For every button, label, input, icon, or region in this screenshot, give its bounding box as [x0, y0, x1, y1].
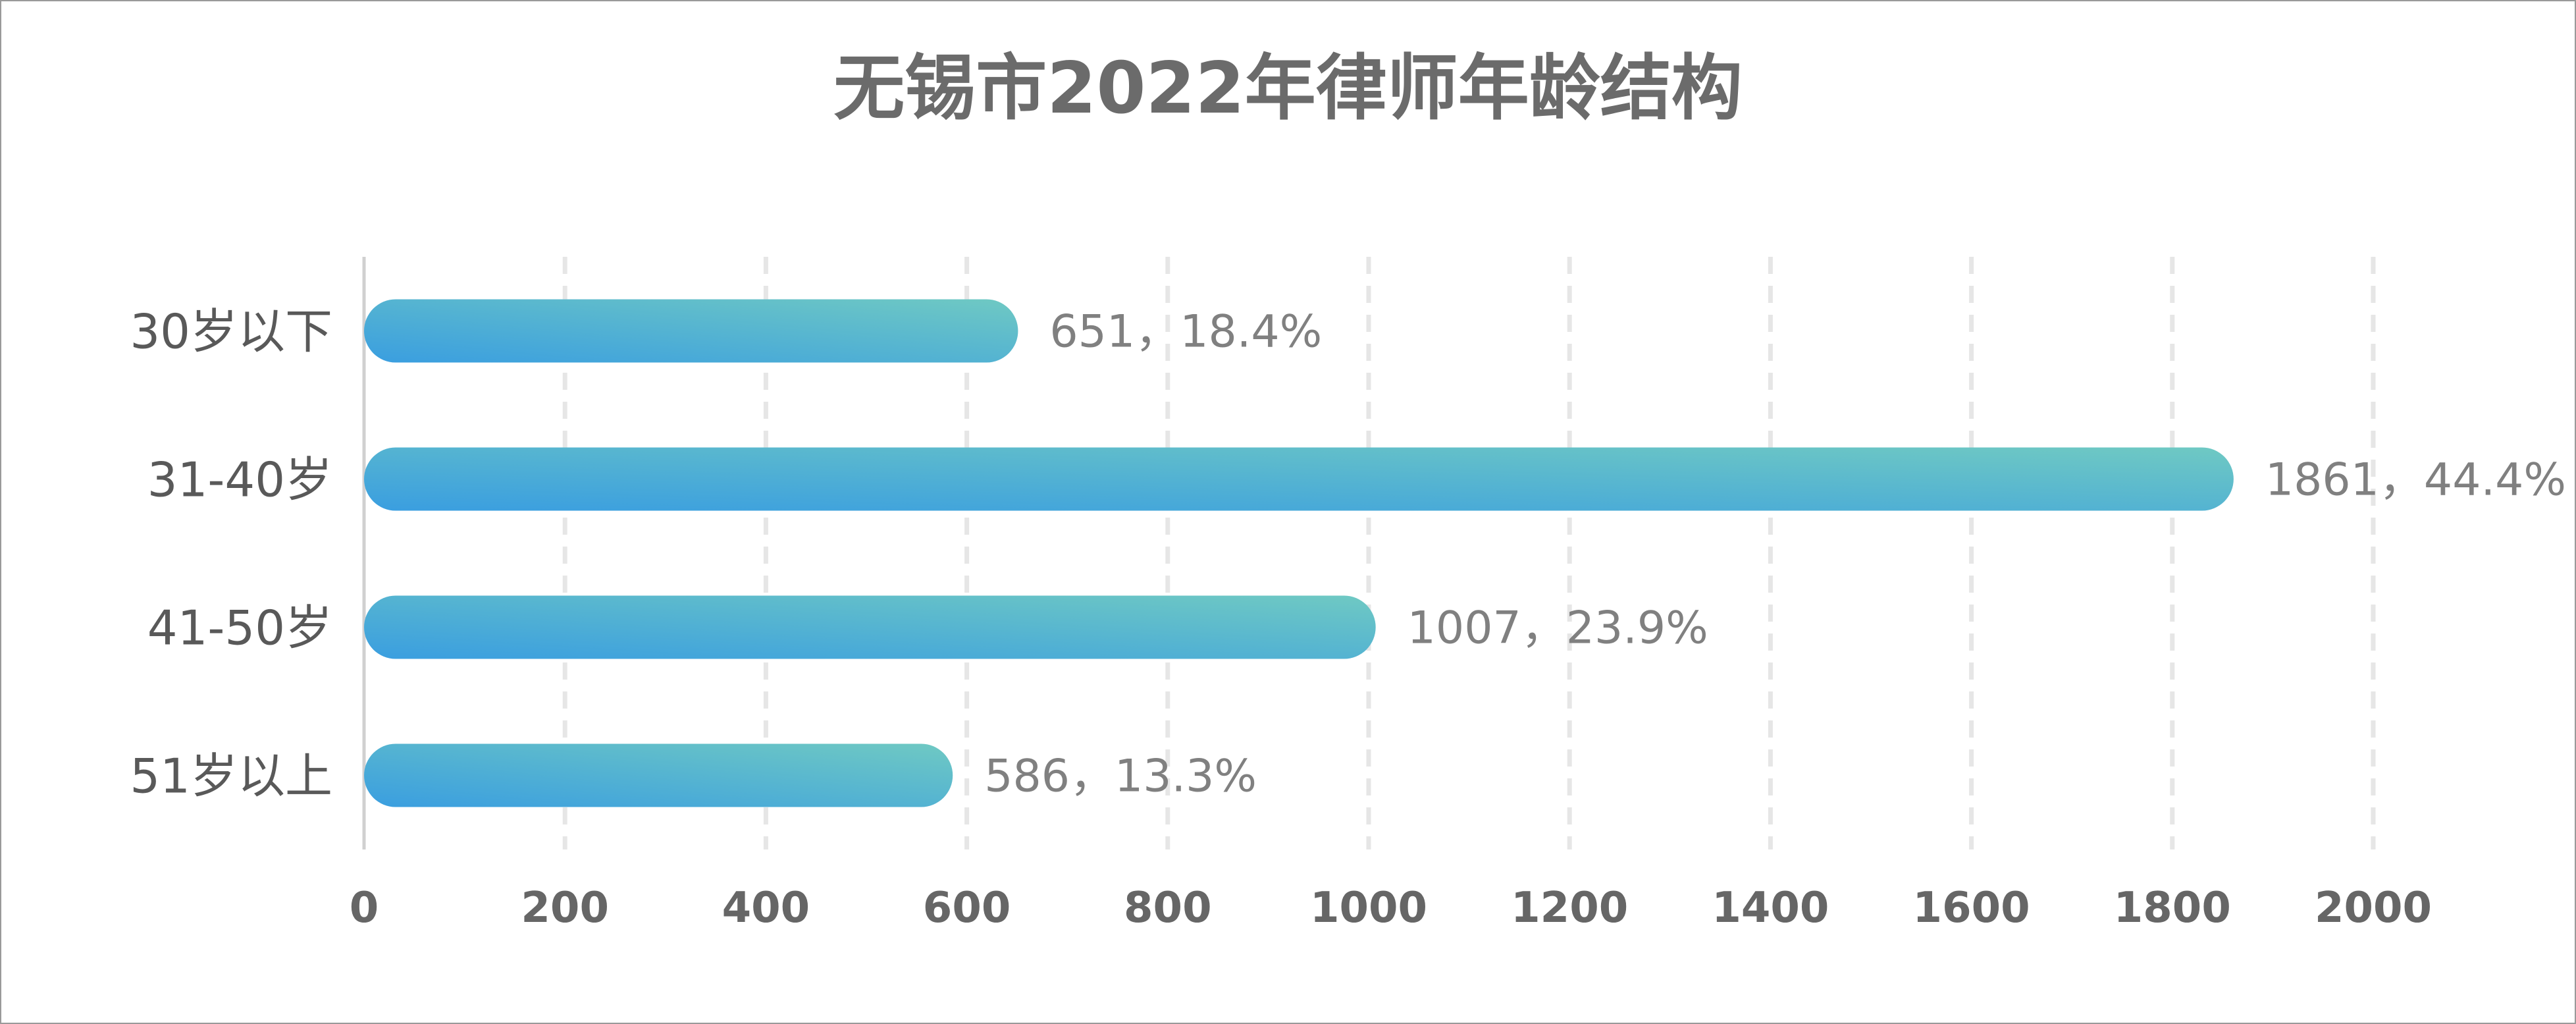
x-tick-label-600: 600 — [923, 884, 1011, 932]
data-label-0: 651，18.4% — [1049, 306, 1322, 358]
category-label-1: 31-40岁 — [147, 452, 332, 508]
x-tick-label-800: 800 — [1124, 884, 1212, 932]
bar-2 — [364, 595, 1376, 659]
x-tick-label-200: 200 — [521, 884, 609, 932]
bar-3 — [364, 743, 953, 807]
bar-0 — [364, 299, 1018, 363]
x-tick-label-2000: 2000 — [2315, 884, 2432, 932]
data-label-1: 1861，44.4% — [2265, 454, 2566, 506]
data-label-2: 1007，23.9% — [1407, 603, 1708, 655]
x-tick-label-1400: 1400 — [1712, 884, 1829, 932]
category-label-2: 41-50岁 — [147, 601, 332, 656]
x-tick-label-0: 0 — [350, 884, 379, 932]
bar-1 — [364, 447, 2234, 511]
x-tick-label-400: 400 — [722, 884, 810, 932]
x-tick-label-1000: 1000 — [1310, 884, 1427, 932]
data-label-3: 586，13.3% — [984, 751, 1257, 803]
x-tick-label-1800: 1800 — [2114, 884, 2231, 932]
x-tick-label-1200: 1200 — [1511, 884, 1628, 932]
category-label-0: 30岁以下 — [130, 304, 332, 360]
chart-title: 无锡市2022年律师年龄结构 — [833, 47, 1743, 130]
category-label-3: 51岁以上 — [130, 749, 332, 804]
x-tick-label-1600: 1600 — [1913, 884, 2030, 932]
